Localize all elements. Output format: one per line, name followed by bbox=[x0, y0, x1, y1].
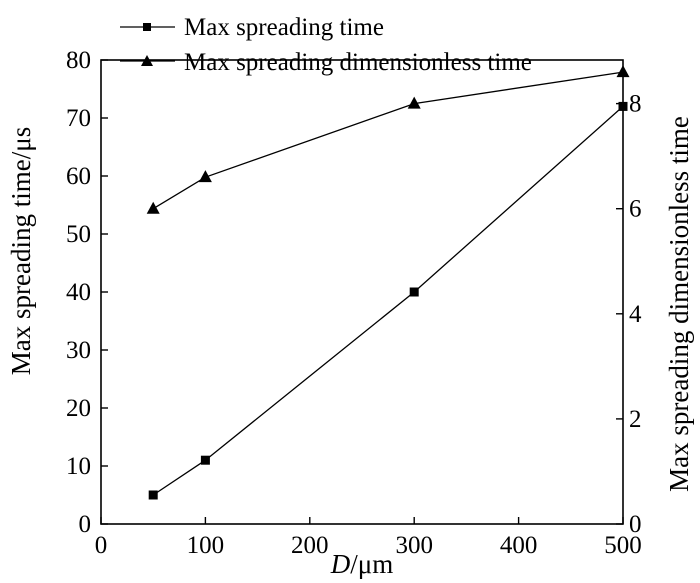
y-tick-label: 40 bbox=[66, 279, 91, 306]
x-tick-label: 500 bbox=[604, 532, 642, 559]
y-tick-label: 30 bbox=[66, 337, 91, 364]
series-1-line bbox=[152, 105, 624, 496]
legend-marker-series-1 bbox=[143, 23, 151, 31]
y2-tick-label: 2 bbox=[629, 406, 642, 433]
data-point-triangle bbox=[146, 201, 160, 214]
legend-label-series-1: Max spreading time bbox=[184, 14, 384, 41]
plot-frame bbox=[100, 59, 624, 525]
legend-label-series-2: Max spreading dimensionless time bbox=[184, 49, 532, 76]
y-axis-right: 0 2 4 6 8 bbox=[616, 91, 642, 538]
data-point-square bbox=[148, 490, 158, 500]
y2-tick-label: 6 bbox=[629, 196, 642, 223]
legend-marker-series-2 bbox=[141, 55, 153, 66]
y-tick-label: 20 bbox=[66, 395, 91, 422]
y2-tick-label: 4 bbox=[629, 301, 642, 328]
x-tick-label: 0 bbox=[95, 532, 108, 559]
series-layer bbox=[146, 65, 630, 500]
x-tick-label: 200 bbox=[291, 532, 329, 559]
data-point-triangle bbox=[407, 96, 421, 109]
data-point-square bbox=[200, 455, 210, 465]
x-tick-label: 100 bbox=[187, 532, 225, 559]
legend: Max spreading time Max spreading dimensi… bbox=[120, 14, 532, 76]
y-tick-label: 70 bbox=[66, 105, 91, 132]
y2-tick-label: 0 bbox=[629, 511, 642, 538]
series-2 bbox=[146, 65, 630, 214]
plot-area-border bbox=[100, 59, 624, 525]
data-point-triangle bbox=[198, 170, 212, 183]
series-1 bbox=[148, 101, 628, 500]
x-axis: 0 100 200 300 400 500 bbox=[95, 517, 642, 559]
legend-item-series-2: Max spreading dimensionless time bbox=[120, 49, 532, 76]
y-tick-label: 80 bbox=[66, 47, 91, 74]
y-tick-label: 50 bbox=[66, 221, 91, 248]
data-point-square bbox=[409, 287, 419, 297]
legend-item-series-1: Max spreading time bbox=[120, 14, 384, 41]
x-axis-title: D/μm bbox=[330, 549, 393, 579]
x-tick-label: 300 bbox=[395, 532, 433, 559]
y-axis-title: Max spreading time/μs bbox=[6, 127, 36, 375]
data-point-square bbox=[618, 101, 628, 111]
y2-tick-label: 8 bbox=[629, 91, 642, 118]
y2-axis-title: Max spreading dimensionless time bbox=[664, 116, 694, 492]
x-tick-label: 400 bbox=[500, 532, 538, 559]
y-tick-label: 0 bbox=[79, 511, 92, 538]
data-point-triangle bbox=[616, 65, 630, 78]
y-tick-label: 60 bbox=[66, 163, 91, 190]
y-axis-left: 0 10 20 30 40 50 60 70 80 bbox=[66, 47, 108, 538]
y-tick-label: 10 bbox=[66, 453, 91, 480]
series-2-line bbox=[152, 71, 624, 210]
